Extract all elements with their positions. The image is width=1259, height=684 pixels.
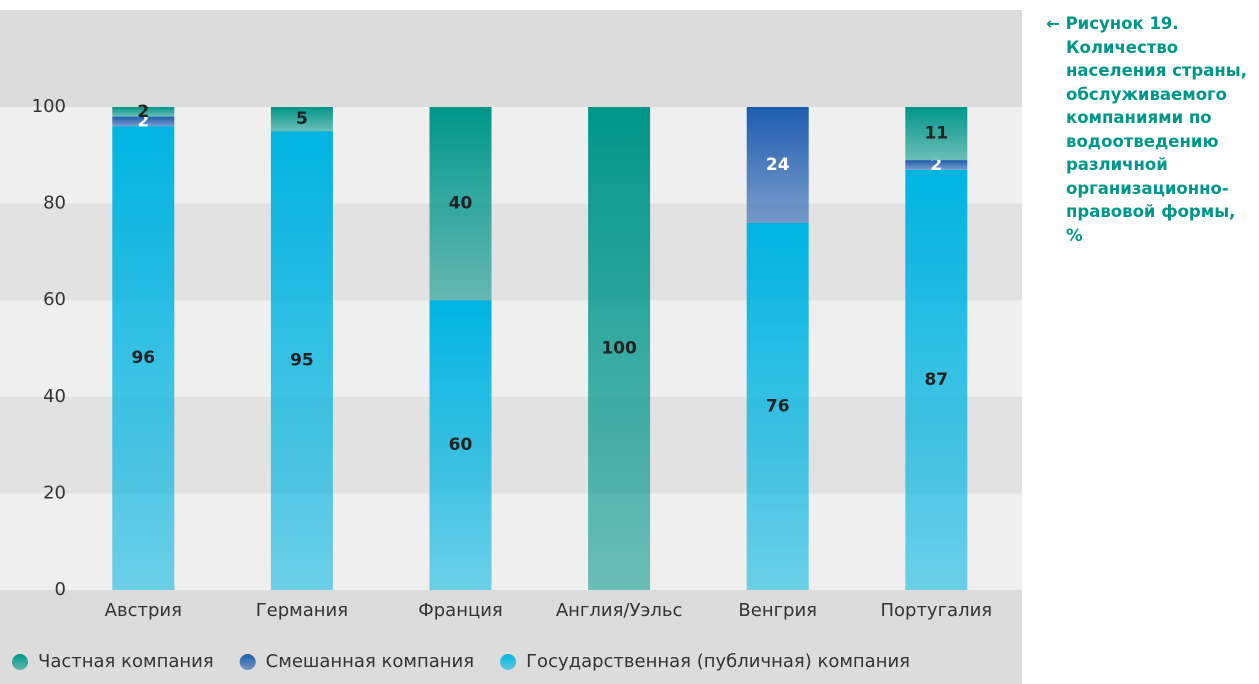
- bar-segment: [905, 169, 968, 591]
- data-label: 11: [924, 124, 948, 144]
- legend-label: Смешанная компания: [266, 651, 474, 672]
- bar-segment: [905, 160, 968, 170]
- data-label: 2: [137, 102, 149, 122]
- data-label: 87: [924, 370, 948, 390]
- data-label: 76: [766, 396, 790, 416]
- bar-segment: [905, 107, 968, 161]
- bar-segment: [270, 107, 333, 132]
- y-tick-label: 80: [43, 193, 66, 214]
- legend-marker: [500, 654, 517, 670]
- x-tick-label: Венгрия: [738, 600, 817, 621]
- data-label: 95: [290, 351, 314, 371]
- y-tick-label: 0: [55, 579, 66, 600]
- legend-marker: [12, 654, 28, 670]
- bar-segment: [112, 107, 175, 117]
- y-tick-label: 40: [43, 386, 66, 407]
- x-tick-label: Англия/Уэльс: [556, 600, 683, 621]
- bar-segment: [112, 116, 175, 127]
- x-tick-label: Португалия: [880, 600, 992, 621]
- x-tick-label: Франция: [418, 600, 503, 621]
- data-label: 40: [449, 194, 473, 214]
- y-tick-label: 20: [43, 482, 66, 503]
- legend-marker: [239, 654, 256, 670]
- bar-segment: [429, 107, 492, 301]
- bar-segment: [746, 107, 809, 223]
- chart-title: ← Рисунок 19. Количество населения стран…: [1046, 14, 1247, 245]
- data-label: 100: [601, 339, 637, 359]
- bar-segment: [270, 131, 333, 590]
- data-label: 2: [137, 111, 149, 131]
- data-label: 2: [930, 155, 942, 175]
- bar-segment: [588, 107, 651, 590]
- data-label: 96: [131, 348, 155, 368]
- bar-segment: [429, 300, 492, 590]
- data-label: 24: [766, 155, 790, 175]
- legend-label: Частная компания: [38, 651, 214, 672]
- chart: 020406080100Австрия9622Германия955Франци…: [0, 10, 1022, 684]
- y-tick-label: 100: [32, 96, 66, 117]
- y-tick-label: 60: [43, 289, 66, 310]
- x-tick-label: Германия: [256, 600, 348, 621]
- data-label: 60: [449, 435, 473, 455]
- x-tick-label: Австрия: [105, 600, 182, 621]
- bar-segment: [746, 222, 809, 591]
- bar-segment: [112, 126, 175, 590]
- data-label: 5: [296, 109, 308, 129]
- legend-label: Государственная (публичная) компания: [526, 651, 910, 672]
